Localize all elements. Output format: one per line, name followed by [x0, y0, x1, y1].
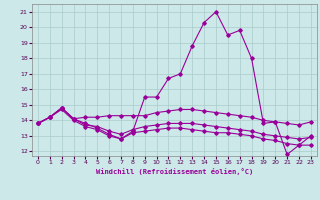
X-axis label: Windchill (Refroidissement éolien,°C): Windchill (Refroidissement éolien,°C): [96, 168, 253, 175]
